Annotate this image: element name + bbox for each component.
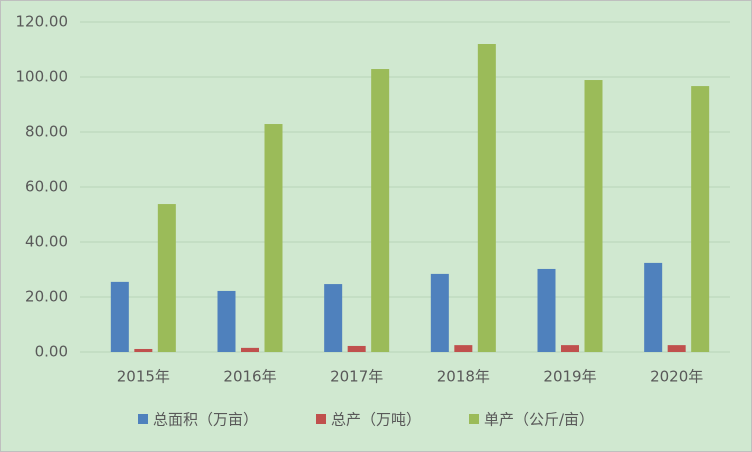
- bar: [691, 86, 710, 352]
- x-tick-label: 2016年: [223, 368, 276, 386]
- bar: [667, 345, 686, 352]
- x-tick-label: 2020年: [650, 368, 703, 386]
- y-tick-label: 100.00: [16, 68, 69, 86]
- bar: [264, 124, 283, 353]
- x-tick-label: 2015年: [117, 368, 170, 386]
- bar: [644, 262, 663, 352]
- y-tick-label: 120.00: [16, 13, 69, 31]
- y-tick-label: 80.00: [25, 123, 68, 141]
- x-tick-label: 2018年: [437, 368, 490, 386]
- bar: [454, 345, 473, 352]
- legend-label: 单产（公斤/亩）: [484, 411, 594, 429]
- y-tick-label: 0.00: [35, 343, 68, 361]
- bar: [347, 345, 366, 352]
- x-tick-label: 2019年: [543, 368, 596, 386]
- legend-swatch: [469, 414, 479, 424]
- legend-swatch: [138, 414, 148, 424]
- bar: [217, 290, 236, 352]
- x-tick-label: 2017年: [330, 368, 383, 386]
- legend-label: 总面积（万亩）: [153, 411, 258, 429]
- bar: [561, 345, 579, 352]
- bar: [110, 281, 129, 352]
- bar: [584, 80, 603, 353]
- legend-swatch: [316, 414, 326, 424]
- bar: [241, 347, 259, 352]
- bar: [371, 69, 390, 353]
- y-tick-label: 20.00: [25, 288, 68, 306]
- bar: [324, 284, 343, 352]
- y-tick-label: 40.00: [25, 233, 68, 251]
- bar: [134, 348, 153, 352]
- bar: [430, 273, 449, 352]
- y-tick-label: 60.00: [25, 178, 68, 196]
- bar: [477, 44, 496, 352]
- bar: [157, 204, 176, 352]
- bar: [537, 268, 556, 352]
- legend-label: 总产（万吨）: [331, 411, 421, 429]
